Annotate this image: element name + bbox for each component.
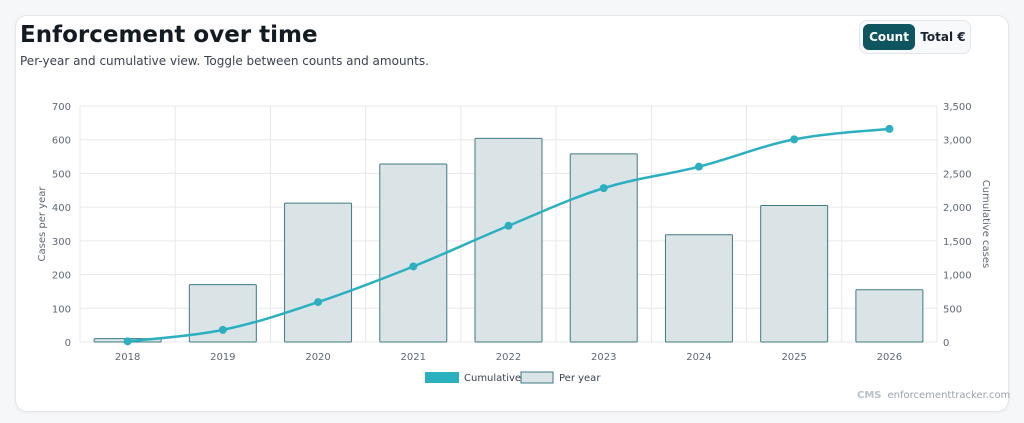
bar-2026 bbox=[855, 289, 924, 343]
y2-tick-label: 2,000 bbox=[943, 203, 972, 214]
cumulative-point-2019 bbox=[218, 325, 227, 334]
legend-swatch-per-year bbox=[520, 371, 554, 384]
legend-label-per-year: Per year bbox=[559, 373, 601, 384]
y-tick-label: 700 bbox=[52, 102, 71, 113]
cumulative-point-2018 bbox=[123, 337, 132, 346]
count-toggle-button[interactable]: Count bbox=[863, 24, 915, 50]
bar-2025 bbox=[760, 204, 829, 343]
brand-footer: CMS enforcementtracker.com bbox=[857, 390, 1010, 401]
cumulative-point-2020 bbox=[314, 298, 323, 307]
y-tick-label: 0 bbox=[65, 338, 71, 349]
cumulative-point-2021 bbox=[409, 262, 418, 271]
bar-2020 bbox=[284, 202, 353, 343]
bar-2022 bbox=[474, 137, 543, 343]
y2-tick-label: 3,500 bbox=[943, 102, 972, 113]
x-tick-label: 2018 bbox=[115, 352, 140, 363]
cumulative-point-2026 bbox=[885, 124, 894, 133]
total-eur-toggle-button[interactable]: Total € bbox=[920, 30, 966, 44]
page-subtitle: Per-year and cumulative view. Toggle bet… bbox=[20, 54, 429, 68]
y-tick-label: 400 bbox=[52, 203, 71, 214]
y-tick-label: 500 bbox=[52, 169, 71, 180]
cumulative-point-2025 bbox=[790, 135, 799, 144]
y2-tick-label: 2,500 bbox=[943, 169, 972, 180]
bar-2019 bbox=[188, 284, 257, 343]
bar-2021 bbox=[379, 163, 448, 343]
x-tick-label: 2019 bbox=[210, 352, 235, 363]
y-tick-label: 300 bbox=[52, 237, 71, 248]
x-tick-label: 2026 bbox=[877, 352, 902, 363]
brand-site: enforcementtracker.com bbox=[887, 390, 1011, 401]
cms-logo: CMS bbox=[857, 390, 882, 401]
x-tick-label: 2022 bbox=[496, 352, 521, 363]
y-axis-label: Cases per year bbox=[37, 186, 48, 262]
y-tick-label: 100 bbox=[52, 304, 71, 315]
x-tick-label: 2021 bbox=[401, 352, 426, 363]
cumulative-point-2024 bbox=[694, 162, 703, 171]
y2-tick-label: 500 bbox=[943, 304, 962, 315]
y2-tick-label: 3,000 bbox=[943, 136, 972, 147]
bar-2024 bbox=[664, 234, 733, 343]
y2-axis-label: Cumulative cases bbox=[980, 180, 991, 268]
cumulative-point-2023 bbox=[599, 184, 608, 193]
y2-tick-label: 1,500 bbox=[943, 237, 972, 248]
x-tick-label: 2024 bbox=[686, 352, 711, 363]
bar-2023 bbox=[569, 153, 638, 343]
y2-tick-label: 0 bbox=[943, 338, 949, 349]
y-tick-label: 600 bbox=[52, 136, 71, 147]
page-title: Enforcement over time bbox=[20, 22, 318, 48]
cumulative-point-2022 bbox=[504, 221, 513, 230]
legend-swatch-cumulative bbox=[425, 372, 459, 383]
metric-toggle: Count Total € bbox=[859, 20, 971, 54]
legend-label-cumulative: Cumulative bbox=[464, 373, 521, 384]
x-tick-label: 2023 bbox=[591, 352, 616, 363]
x-tick-label: 2020 bbox=[305, 352, 330, 363]
y-tick-label: 200 bbox=[52, 271, 71, 282]
x-tick-label: 2025 bbox=[781, 352, 806, 363]
y2-tick-label: 1,000 bbox=[943, 271, 972, 282]
